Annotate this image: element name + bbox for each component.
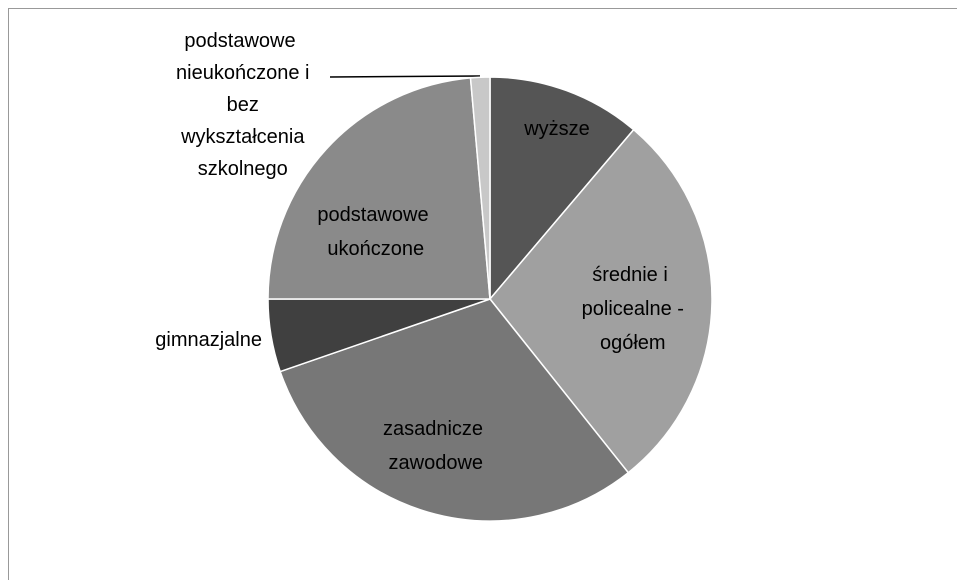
pie-slice xyxy=(469,76,491,300)
label-line: szkolnego xyxy=(192,158,288,180)
pie-slice xyxy=(267,77,491,300)
label-line: policealne - xyxy=(576,298,684,320)
label-line: bez xyxy=(221,94,259,116)
chart-frame xyxy=(8,8,957,580)
leader-line xyxy=(329,75,481,78)
slice-label: wyższe xyxy=(523,118,590,140)
label-line: średnie i xyxy=(592,264,668,286)
label-line: zasadnicze xyxy=(383,418,483,440)
pie-slice xyxy=(489,128,713,474)
pie-slice xyxy=(279,298,630,522)
label-line: ukończone xyxy=(322,238,424,260)
label-line: gimnazjalne xyxy=(155,329,262,351)
label-line: ogółem xyxy=(594,332,665,354)
label-line: wykształcenia xyxy=(176,126,306,148)
slice-label: średnie i policealne - ogółem xyxy=(576,264,684,354)
label-line: podstawowe xyxy=(184,30,295,52)
pie-slice xyxy=(489,76,635,302)
label-line: podstawowe xyxy=(317,204,428,226)
label-line: zawodowe xyxy=(383,452,483,474)
slice-label: zasadnicze zawodowe xyxy=(383,418,483,474)
label-line: nieukończone i xyxy=(171,62,310,84)
label-line: wyższe xyxy=(523,118,590,140)
slice-label: gimnazjalne xyxy=(155,329,262,351)
slice-label: podstawowe nieukończone i bez wykształce… xyxy=(171,30,310,180)
slice-label: podstawowe ukończone xyxy=(317,204,428,260)
